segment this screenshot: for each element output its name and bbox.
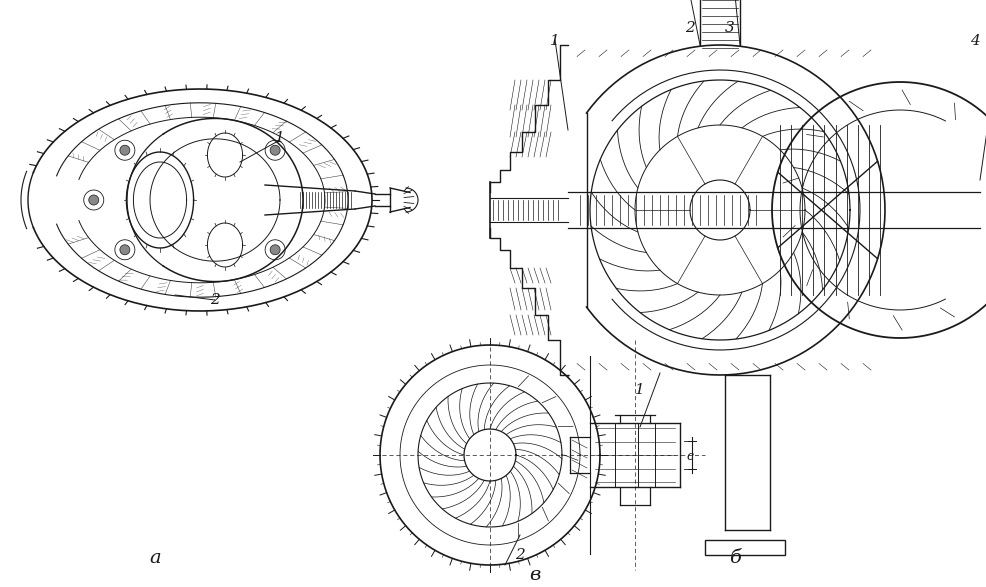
Circle shape [120,245,130,255]
Circle shape [270,245,280,255]
Text: а: а [149,549,161,567]
Circle shape [270,145,280,155]
Text: 2: 2 [515,548,525,562]
Text: 3: 3 [725,21,735,35]
Text: 1: 1 [550,34,560,48]
Bar [705,540,785,555]
Circle shape [89,195,99,205]
Circle shape [120,145,130,155]
Text: 1: 1 [275,131,285,145]
Text: в: в [529,566,540,584]
Text: c: c [686,450,693,463]
Text: 2: 2 [210,293,220,307]
Text: 1: 1 [635,383,645,397]
Text: 4: 4 [970,34,980,48]
Text: 2: 2 [685,21,695,35]
Text: б: б [729,549,740,567]
